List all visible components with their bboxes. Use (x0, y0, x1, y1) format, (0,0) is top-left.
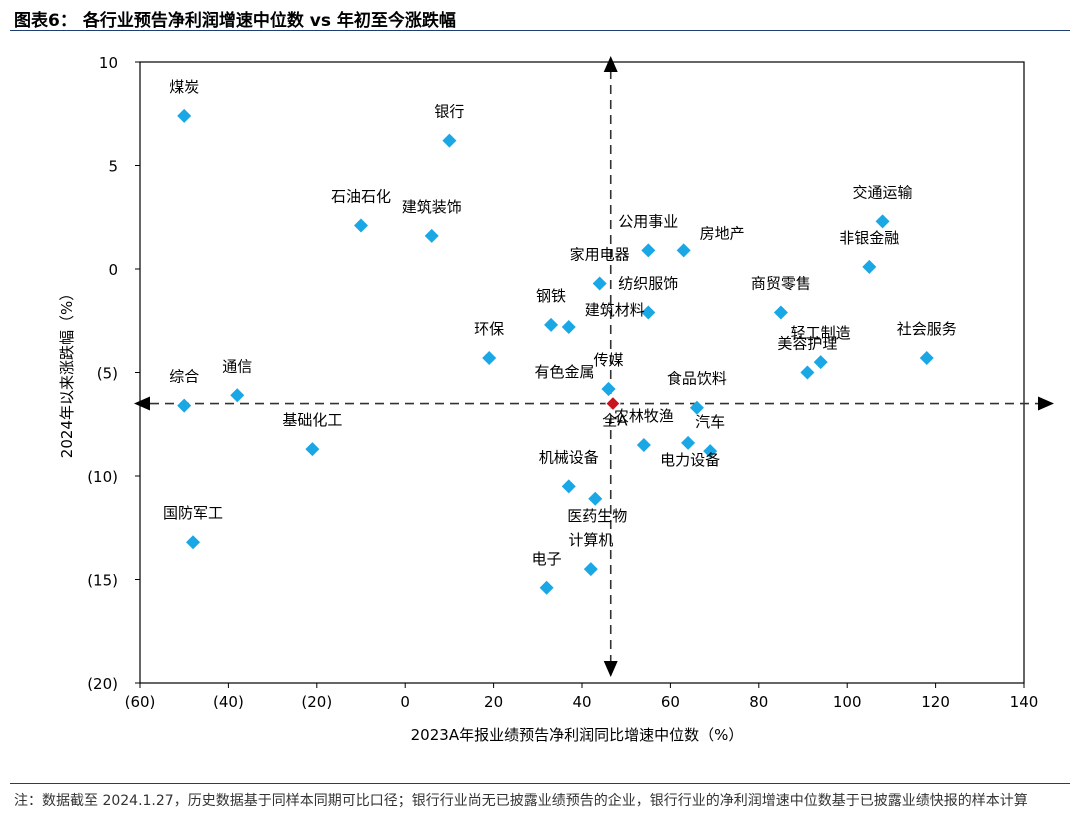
y-tick-label: 0 (108, 261, 118, 279)
x-tick-label: 140 (1010, 693, 1039, 711)
point-label: 石油石化 (331, 188, 391, 206)
x-axis-label: 2023A年报业绩预告净利润同比增速中位数（%） (411, 726, 744, 744)
data-point (919, 351, 934, 366)
x-tick-label: 120 (921, 693, 950, 711)
figure-title: 图表6： 各行业预告净利润增速中位数 vs 年初至今涨跌幅 (14, 6, 462, 31)
point-label: 电力设备 (660, 451, 720, 469)
y-axis-label: 2024年以来涨跌幅（%） (58, 286, 76, 458)
point-label: 银行 (434, 103, 464, 121)
point-label: 建筑装饰 (402, 198, 462, 216)
data-point (773, 305, 788, 320)
x-tick-label: 100 (833, 693, 862, 711)
x-tick-label: 40 (572, 693, 591, 711)
point-label: 环保 (474, 320, 504, 338)
point-label: 房地产 (700, 224, 745, 242)
point-label: 国防军工 (163, 504, 223, 522)
data-point (442, 133, 457, 148)
point-label: 有色金属 (535, 363, 595, 381)
data-point (177, 108, 192, 123)
point-label: 钢铁 (536, 287, 566, 305)
data-point (689, 400, 704, 415)
point-label: 全A (602, 412, 628, 430)
point-label: 医药生物 (567, 507, 627, 525)
figure-title-text: 各行业预告净利润增速中位数 vs 年初至今涨跌幅 (82, 11, 456, 31)
title-rule (10, 30, 1070, 31)
point-label: 传媒 (594, 351, 624, 369)
x-tick-label: 0 (400, 693, 410, 711)
chart-axes: (60) (40) (20) 0 20 40 60 80 100 120 140 10 5 0 (5) (10… (87, 54, 1038, 711)
x-tick-label: (40) (213, 693, 244, 711)
data-point (636, 437, 651, 452)
point-label: 社会服务 (897, 320, 957, 338)
data-point (424, 228, 439, 243)
data-point (681, 435, 696, 450)
point-label: 通信 (222, 357, 252, 375)
data-point (641, 305, 656, 320)
highlight-point (605, 395, 621, 412)
data-point (862, 259, 877, 274)
y-tick-label: (20) (87, 675, 118, 693)
data-point (703, 444, 718, 459)
data-point (544, 317, 559, 332)
x-tick-label: 60 (661, 693, 680, 711)
point-label: 公用事业 (618, 212, 678, 230)
x-tick-label: (20) (301, 693, 332, 711)
x-tick-label: 80 (749, 693, 768, 711)
point-label: 基础化工 (282, 411, 342, 429)
y-tick-label: (15) (87, 572, 118, 590)
data-point (354, 218, 368, 233)
point-label: 家用电器 (570, 245, 630, 263)
point-label: 商贸零售 (751, 274, 811, 292)
y-tick-label: 5 (108, 158, 118, 176)
data-point (641, 243, 656, 258)
point-label: 建筑材料 (585, 301, 645, 319)
point-label: 综合 (169, 368, 199, 386)
reference-lines (134, 56, 1054, 677)
y-tick-label: (10) (87, 468, 118, 486)
data-point (800, 365, 815, 380)
data-point (583, 562, 598, 577)
x-tick-label: 20 (484, 693, 503, 711)
point-label: 计算机 (568, 531, 613, 549)
data-point (305, 442, 320, 457)
point-label: 煤炭 (169, 78, 199, 96)
y-tick-label: (5) (97, 365, 118, 383)
data-point (177, 398, 192, 413)
point-label: 汽车 (695, 413, 725, 431)
data-point (186, 535, 201, 550)
point-label: 农林牧渔 (614, 407, 674, 425)
point-label: 纺织服饰 (618, 274, 678, 292)
point-label: 美容护理 (777, 335, 837, 353)
data-point (588, 491, 603, 506)
point-label: 食品饮料 (667, 370, 727, 388)
data-point (561, 319, 576, 334)
data-point (592, 276, 607, 291)
data-point (482, 351, 497, 366)
data-point (601, 382, 616, 397)
data-point (230, 388, 245, 403)
data-point (875, 214, 890, 229)
figure-label: 图表6： (14, 11, 77, 31)
data-point (813, 355, 828, 370)
arrow-up-icon (603, 56, 618, 72)
note-rule (10, 783, 1070, 784)
arrow-left-icon (134, 396, 150, 411)
data-point (539, 580, 554, 595)
point-label: 轻工制造 (791, 324, 851, 342)
data-point (676, 243, 691, 258)
arrow-down-icon (603, 661, 618, 677)
scatter-chart: (60) (40) (20) 0 20 40 60 80 100 120 140 10 5 0 (5) (10… (58, 54, 1054, 744)
x-tick-label: (60) (125, 693, 156, 711)
data-point (561, 479, 576, 494)
footnote: 注：数据截至 2024.1.27，历史数据基于同样本同期可比口径；银行行业尚无已… (14, 793, 1028, 809)
point-label: 机械设备 (539, 448, 599, 466)
y-tick-label: 10 (99, 54, 118, 72)
point-label: 非银金融 (839, 229, 899, 247)
data-points (177, 108, 934, 595)
point-label: 交通运输 (853, 183, 913, 201)
arrow-right-icon (1038, 396, 1054, 411)
point-label: 电子 (532, 550, 562, 568)
